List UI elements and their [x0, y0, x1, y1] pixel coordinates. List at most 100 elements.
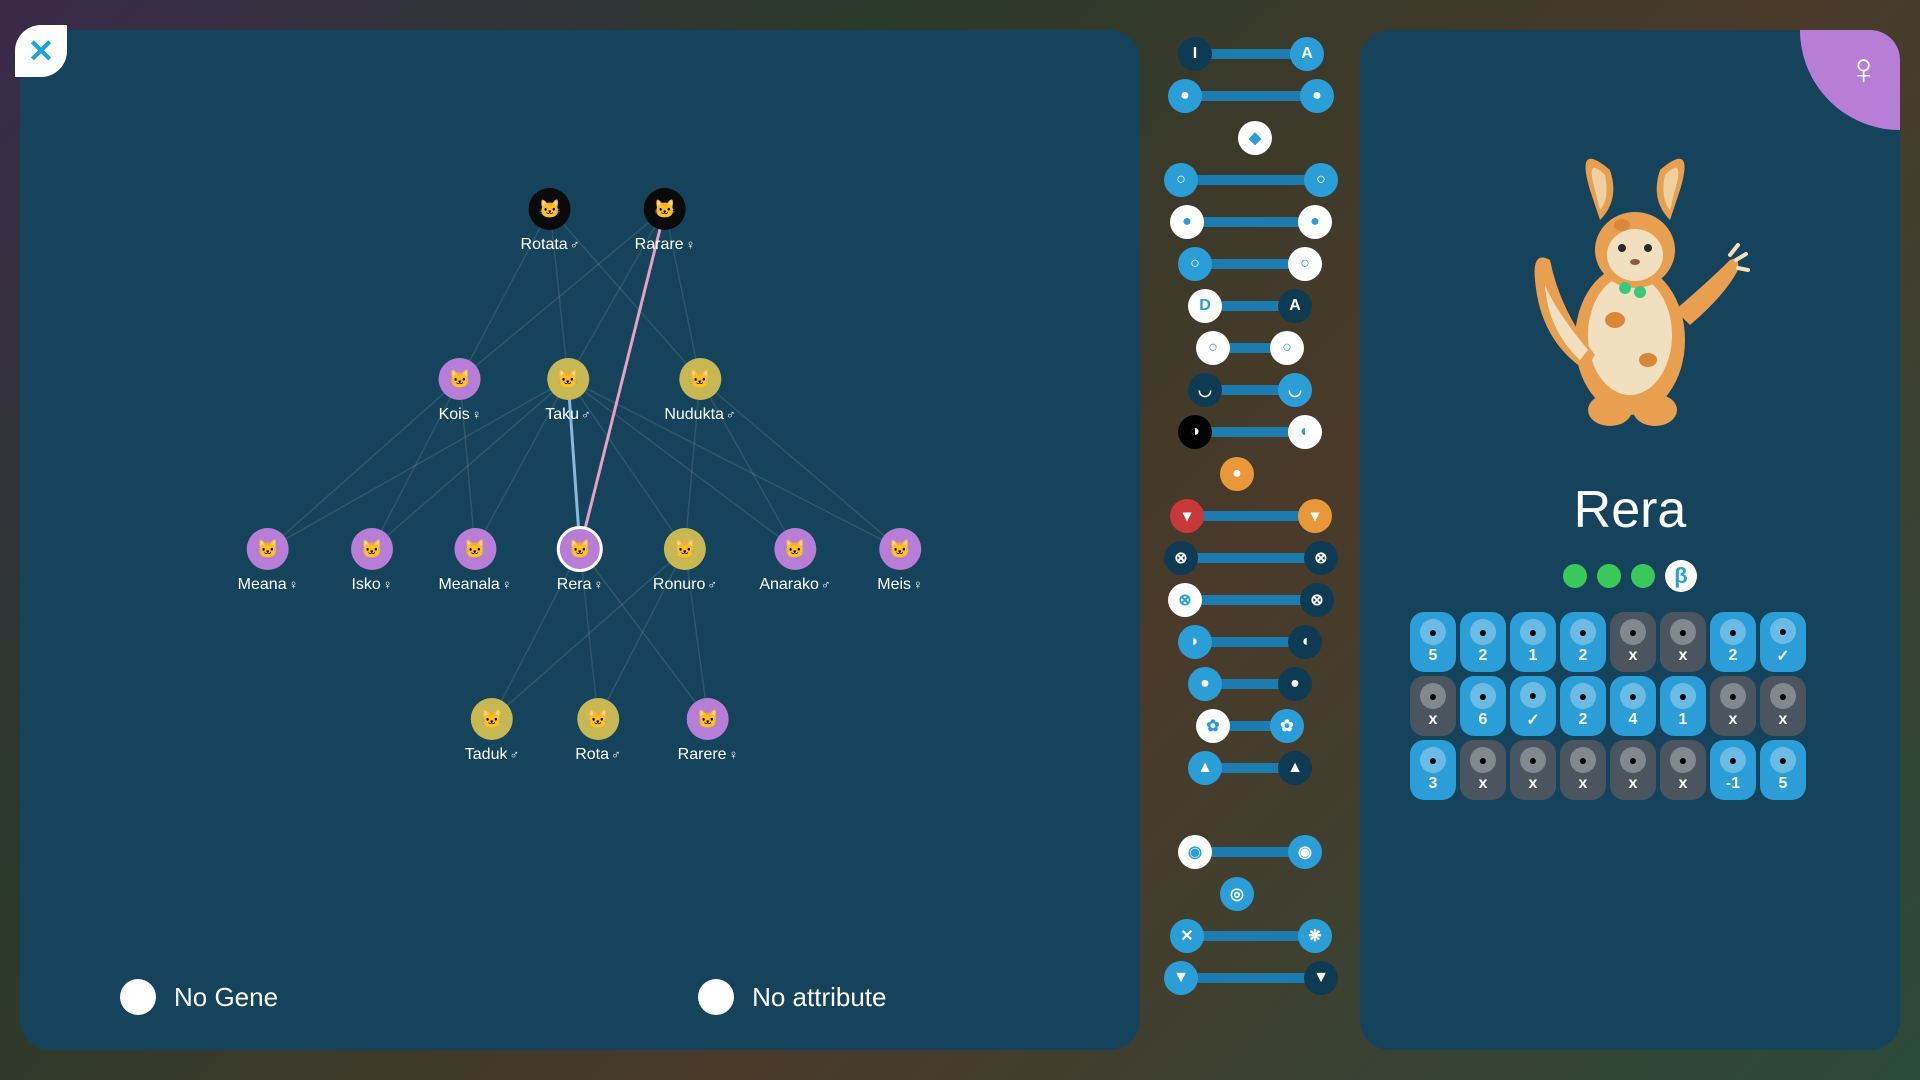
dna-rung[interactable]: ◡◡	[1160, 374, 1340, 406]
creature-node-rarere[interactable]: 🐱Rarere♀	[678, 698, 739, 764]
stat-chip[interactable]: ●3	[1410, 740, 1456, 800]
dna-gene-icon: ◎	[1220, 877, 1254, 911]
creature-node-anarako[interactable]: 🐱Anarako♂	[759, 528, 830, 594]
legend: No Gene No attribute	[120, 979, 886, 1015]
dna-rung[interactable]: ▲▲	[1160, 752, 1340, 784]
dna-rung[interactable]: ◉◉	[1160, 836, 1340, 868]
stat-chip[interactable]: ●x	[1610, 740, 1656, 800]
creature-label: Meanala♀	[438, 576, 511, 594]
legend-no-gene[interactable]: No Gene	[120, 979, 278, 1015]
stat-icon: ●	[1670, 619, 1696, 645]
dna-gene-icon: ○	[1178, 247, 1212, 281]
dna-rung[interactable]: ◆	[1160, 122, 1340, 154]
dna-gene-icon: ❋	[1298, 919, 1332, 953]
creature-node-meana[interactable]: 🐱Meana♀	[238, 528, 299, 594]
dna-rung[interactable]	[1160, 794, 1340, 826]
stat-chip[interactable]: ●2	[1710, 612, 1756, 672]
creature-detail-panel: ♀	[1360, 30, 1900, 1050]
stat-value: x	[1729, 711, 1738, 729]
dna-rung[interactable]: IA	[1160, 38, 1340, 70]
dna-rung[interactable]: ⊗⊗	[1160, 542, 1340, 574]
dna-rung[interactable]: ○○	[1160, 332, 1340, 364]
stat-chip[interactable]: ●✓	[1760, 612, 1806, 672]
dna-rung[interactable]: ◎	[1160, 878, 1340, 910]
dna-helix: IA●●◆○○●●○○DA○○◡◡◑◐●▾▾⊗⊗⊗⊗◗◖●●✿✿▲▲◉◉◎✕❋▼…	[1160, 30, 1340, 1050]
stat-icon: ●	[1720, 683, 1746, 709]
dna-rung[interactable]	[1160, 1004, 1340, 1036]
creature-node-rera[interactable]: 🐱Rera♀	[557, 528, 603, 594]
stat-chip[interactable]: ●x	[1660, 612, 1706, 672]
creature-node-rarare[interactable]: 🐱Rarare♀	[635, 188, 696, 254]
stat-chip[interactable]: ● -1	[1710, 740, 1756, 800]
creature-node-ronuro[interactable]: 🐱Ronuro♂	[653, 528, 717, 594]
creature-node-rota[interactable]: 🐱Rota♂	[575, 698, 621, 764]
dna-gene-icon: ✿	[1270, 709, 1304, 743]
stat-chip[interactable]: ●x	[1760, 676, 1806, 736]
status-dot-icon	[1631, 564, 1655, 588]
stat-chip[interactable]: ●x	[1460, 740, 1506, 800]
dna-rung[interactable]: ✿✿	[1160, 710, 1340, 742]
creature-label: Ronuro♂	[653, 576, 717, 594]
stat-chip[interactable]: ●1	[1660, 676, 1706, 736]
stat-value: x	[1629, 775, 1638, 793]
stat-icon: ●	[1470, 619, 1496, 645]
legend-no-attribute[interactable]: No attribute	[698, 979, 886, 1015]
dna-rung[interactable]: ○○	[1160, 248, 1340, 280]
stat-icon: ●	[1470, 747, 1496, 773]
stat-chip[interactable]: ●2	[1560, 612, 1606, 672]
stat-chip[interactable]: ●x	[1510, 740, 1556, 800]
dna-rung[interactable]: ●●	[1160, 80, 1340, 112]
creature-node-nudukta[interactable]: 🐱Nudukta♂	[664, 358, 735, 424]
stat-value: 1	[1529, 647, 1538, 665]
stat-chip[interactable]: ●1	[1510, 612, 1556, 672]
stat-chip[interactable]: ●x	[1610, 612, 1656, 672]
stat-chip[interactable]: ●5	[1410, 612, 1456, 672]
dna-rung[interactable]: ▾▾	[1160, 500, 1340, 532]
stat-icon: ●	[1520, 682, 1546, 708]
dna-rung[interactable]: ▼▼	[1160, 962, 1340, 994]
dna-gene-icon: ●	[1220, 457, 1254, 491]
dna-rung[interactable]: ●●	[1160, 206, 1340, 238]
dna-rung[interactable]: ●	[1160, 458, 1340, 490]
stat-chip[interactable]: ●4	[1610, 676, 1656, 736]
dna-rung[interactable]: ◑◐	[1160, 416, 1340, 448]
stat-chip[interactable]: ●6	[1460, 676, 1506, 736]
dna-gene-icon: ●	[1188, 667, 1222, 701]
dna-gene-icon: ◉	[1178, 835, 1212, 869]
stat-chip[interactable]: ●x	[1560, 740, 1606, 800]
stat-icon: ●	[1770, 618, 1796, 644]
stat-chip[interactable]: ●5	[1760, 740, 1806, 800]
stat-chip[interactable]: ●x	[1410, 676, 1456, 736]
stat-chip[interactable]: ●x	[1660, 740, 1706, 800]
stat-icon: ●	[1670, 683, 1696, 709]
creature-node-isko[interactable]: 🐱Isko♀	[351, 528, 393, 594]
dna-rung[interactable]: ⊗⊗	[1160, 584, 1340, 616]
dna-rung[interactable]: ◗◖	[1160, 626, 1340, 658]
dna-rung[interactable]: ●●	[1160, 668, 1340, 700]
dna-rung[interactable]: ○○	[1160, 164, 1340, 196]
stat-value: 6	[1479, 711, 1488, 729]
dna-gene-icon: I	[1178, 37, 1212, 71]
stat-icon: ●	[1520, 619, 1546, 645]
creature-node-rotata[interactable]: 🐱Rotata♂	[521, 188, 580, 254]
creature-node-meis[interactable]: 🐱Meis♀	[877, 528, 923, 594]
status-dot-icon	[1563, 564, 1587, 588]
stat-chip[interactable]: ●2	[1560, 676, 1606, 736]
dna-gene-icon: ▲	[1278, 751, 1312, 785]
dna-rung[interactable]: DA	[1160, 290, 1340, 322]
stat-chip[interactable]: ●2	[1460, 612, 1506, 672]
stat-icon: ●	[1720, 747, 1746, 773]
creature-node-taduk[interactable]: 🐱Taduk♂	[465, 698, 519, 764]
dna-gene-icon: ●	[1278, 667, 1312, 701]
stat-chip[interactable]: ●x	[1710, 676, 1756, 736]
creature-node-meanala[interactable]: 🐱Meanala♀	[438, 528, 511, 594]
creature-node-kois[interactable]: 🐱Kois♀	[439, 358, 482, 424]
creature-label: Meis♀	[877, 576, 923, 594]
stat-value: 5	[1429, 647, 1438, 665]
stat-chip[interactable]: ●✓	[1510, 676, 1556, 736]
creature-node-taku[interactable]: 🐱Taku♂	[545, 358, 591, 424]
stat-value: -1	[1726, 775, 1740, 793]
dna-gene-icon: A	[1278, 289, 1312, 323]
close-button[interactable]: ✕	[15, 25, 67, 77]
dna-rung[interactable]: ✕❋	[1160, 920, 1340, 952]
